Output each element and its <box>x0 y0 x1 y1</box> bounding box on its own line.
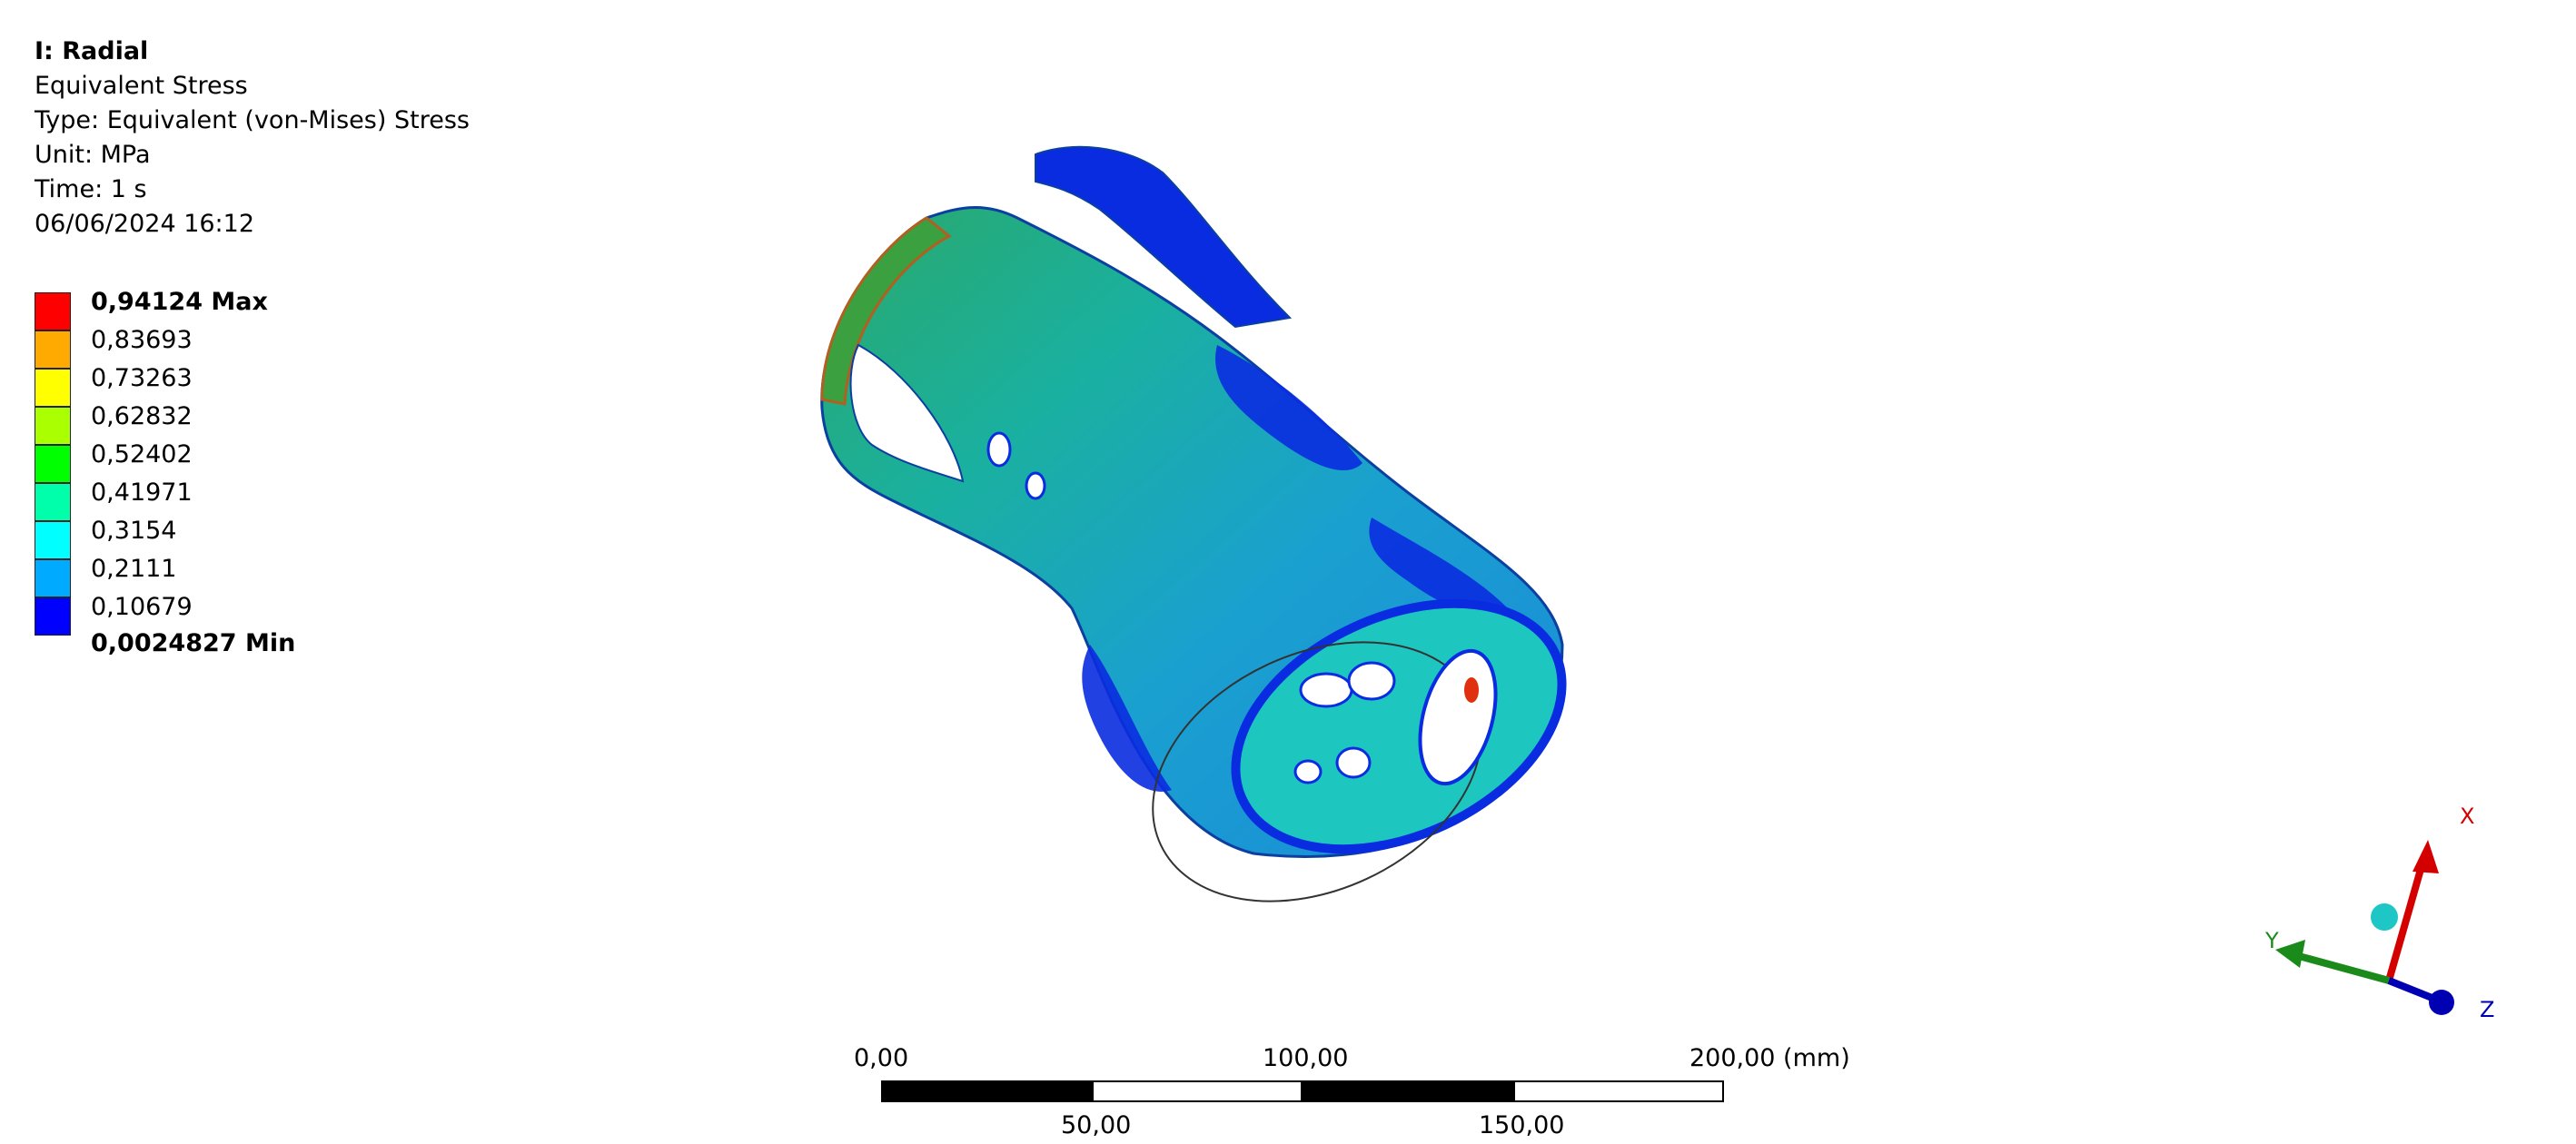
legend-swatch-1 <box>35 292 71 330</box>
model-hole <box>1335 746 1372 779</box>
scale-label-150: 150,00 <box>1479 1111 1565 1139</box>
legend-level-label: 0,83693 <box>91 326 193 354</box>
legend-swatch-4 <box>35 407 71 445</box>
x-axis-arrowhead <box>2413 840 2439 873</box>
legend-min-label: 0,0024827 Min <box>91 629 296 657</box>
model-hole <box>1347 661 1396 701</box>
scale-segment-2 <box>1092 1080 1303 1102</box>
x-axis-label: X <box>2460 804 2475 829</box>
legend-level-label: 0,73263 <box>91 364 193 392</box>
y-axis-label: Y <box>2265 928 2279 953</box>
scale-bar: 0,00 100,00 200,00 (mm) 50,00 150,00 <box>817 1044 1853 1139</box>
legend-swatch-2 <box>35 330 71 369</box>
legend-level-label: 0,2111 <box>91 555 177 583</box>
result-timestamp: 06/06/2024 16:12 <box>35 210 255 238</box>
model-hook <box>1035 145 1293 329</box>
z-axis-ball <box>2429 990 2454 1015</box>
scale-label-200: 200,00 (mm) <box>1689 1044 1850 1072</box>
x-axis-arrow <box>2385 852 2429 982</box>
iso-view-ball[interactable] <box>2371 903 2398 931</box>
z-axis-label: Z <box>2480 997 2495 1022</box>
scale-label-50: 50,00 <box>1061 1111 1132 1139</box>
result-info: I: Radial Equivalent Stress Type: Equiva… <box>35 35 470 242</box>
legend-swatch-3 <box>35 369 71 407</box>
model-hole <box>1299 672 1353 708</box>
model-hole <box>1293 759 1323 784</box>
model-viewport[interactable] <box>781 136 1653 908</box>
legend-level-label: 0,41971 <box>91 478 193 507</box>
legend-level-label: 0,62832 <box>91 402 193 430</box>
legend-swatch-7 <box>35 521 71 559</box>
model-stress-patch <box>1369 518 1508 616</box>
result-type: Type: Equivalent (von-Mises) Stress <box>35 106 470 134</box>
legend-level-label: 0,52402 <box>91 440 193 468</box>
model-opening-left <box>849 343 965 483</box>
result-time: Time: 1 s <box>35 175 147 203</box>
legend-swatch-8 <box>35 559 71 597</box>
result-title: I: Radial <box>35 37 149 65</box>
legend-swatch-5 <box>35 445 71 483</box>
model-hole <box>1025 471 1046 500</box>
legend-max-label: 0,94124 Max <box>91 288 268 316</box>
coordinate-triad[interactable] <box>2234 790 2507 1026</box>
scale-label-100: 100,00 <box>1263 1044 1349 1072</box>
legend-level-label: 0,10679 <box>91 593 193 621</box>
scale-segment-1 <box>881 1080 1092 1102</box>
legend-level-label: 0,3154 <box>91 517 177 545</box>
result-name: Equivalent Stress <box>35 72 248 100</box>
model-stress-patch <box>1082 645 1172 792</box>
y-axis-arrow <box>2287 950 2391 984</box>
model-rim <box>820 216 952 406</box>
y-axis-arrowhead <box>2275 940 2305 968</box>
legend-swatch-9 <box>35 597 71 636</box>
model-hotspot <box>1464 677 1479 703</box>
model-hole <box>986 431 1012 468</box>
legend-swatch-6 <box>35 483 71 521</box>
result-unit: Unit: MPa <box>35 141 151 169</box>
scale-segment-3 <box>1303 1080 1513 1102</box>
scale-label-0: 0,00 <box>854 1044 909 1072</box>
model-stress-patch <box>1215 345 1362 471</box>
scale-segment-4 <box>1513 1080 1724 1102</box>
